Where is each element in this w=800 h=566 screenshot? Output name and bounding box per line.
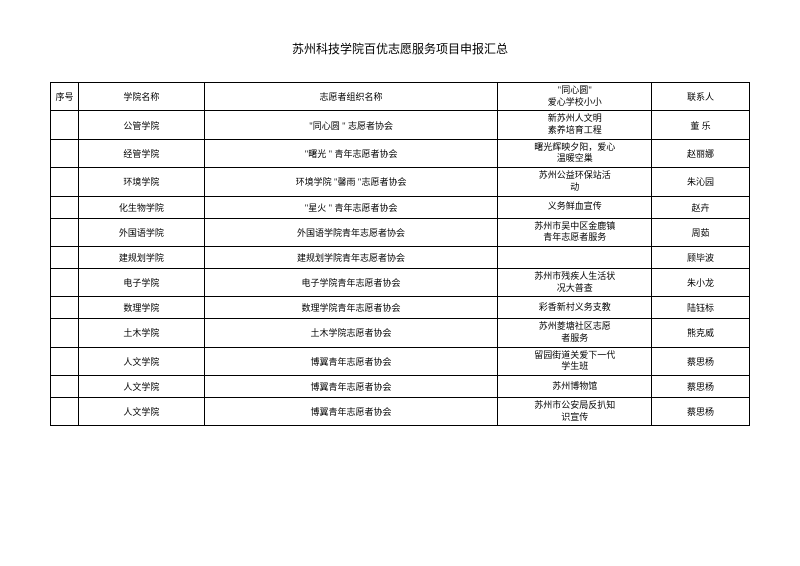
cell-contact: 朱沁园 [652,168,750,196]
cell-org: 博翼青年志愿者协会 [204,398,498,426]
cell-org: 外国语学院青年志愿者协会 [204,218,498,246]
cell-num [51,111,79,139]
cell-contact: 熊克威 [652,319,750,347]
cell-contact: 朱小龙 [652,268,750,296]
cell-contact: 周茹 [652,218,750,246]
cell-proj: 新苏州人文明素养培育工程 [498,111,652,139]
cell-contact: 蔡思杨 [652,347,750,375]
cell-school: 外国语学院 [78,218,204,246]
header-school: 学院名称 [78,83,204,111]
cell-org: "星火 " 青年志愿者协会 [204,196,498,218]
cell-org: "曙光 " 青年志愿者协会 [204,139,498,167]
cell-num [51,139,79,167]
cell-num [51,168,79,196]
report-table: 序号 学院名称 志愿者组织名称 "同心圆"爱心学校小小 联系人 公管学院 "同心… [50,82,750,426]
cell-school: 人文学院 [78,347,204,375]
cell-proj: 苏州菱塘社区志愿者服务 [498,319,652,347]
cell-org: 电子学院青年志愿者协会 [204,268,498,296]
cell-proj: 苏州市吴中区金鹿镇青年志愿者服务 [498,218,652,246]
cell-contact: 赵丽娜 [652,139,750,167]
cell-school: 人文学院 [78,398,204,426]
cell-proj: 曙光辉映夕阳，爱心温暖空巢 [498,139,652,167]
cell-school: 环境学院 [78,168,204,196]
cell-num [51,218,79,246]
cell-proj [498,246,652,268]
cell-num [51,268,79,296]
header-org: 志愿者组织名称 [204,83,498,111]
cell-org: 博翼青年志愿者协会 [204,347,498,375]
cell-proj: 苏州博物馆 [498,376,652,398]
cell-num [51,297,79,319]
cell-school: 人文学院 [78,376,204,398]
cell-contact: 赵卉 [652,196,750,218]
cell-num [51,376,79,398]
header-contact: 联系人 [652,83,750,111]
cell-org: 博翼青年志愿者协会 [204,376,498,398]
header-num: 序号 [51,83,79,111]
cell-contact: 蔡思杨 [652,376,750,398]
cell-school: 建规划学院 [78,246,204,268]
cell-school: 公管学院 [78,111,204,139]
cell-proj: 苏州市残疾人生活状况大普查 [498,268,652,296]
header-proj: "同心圆"爱心学校小小 [498,83,652,111]
cell-contact: 董 乐 [652,111,750,139]
cell-contact: 顾毕波 [652,246,750,268]
cell-num [51,196,79,218]
cell-school: 土木学院 [78,319,204,347]
cell-num [51,347,79,375]
cell-school: 电子学院 [78,268,204,296]
cell-school: 化生物学院 [78,196,204,218]
cell-org: 数理学院青年志愿者协会 [204,297,498,319]
cell-org: 建规划学院青年志愿者协会 [204,246,498,268]
cell-proj: 苏州市公安局反扒知识宣传 [498,398,652,426]
page-title: 苏州科技学院百优志愿服务项目申报汇总 [50,40,750,57]
cell-proj: 苏州公益环保站活动 [498,168,652,196]
cell-org: 环境学院 "馨雨 "志愿者协会 [204,168,498,196]
cell-proj: 留园街道关爱下一代学生班 [498,347,652,375]
cell-num [51,319,79,347]
cell-org: "同心圆 " 志愿者协会 [204,111,498,139]
cell-contact: 陆钰标 [652,297,750,319]
cell-proj: 义务鲜血宣传 [498,196,652,218]
cell-num [51,246,79,268]
cell-org: 土木学院志愿者协会 [204,319,498,347]
cell-school: 经管学院 [78,139,204,167]
cell-num [51,398,79,426]
cell-school: 数理学院 [78,297,204,319]
cell-proj: 彩香新村义务支教 [498,297,652,319]
cell-contact: 蔡思杨 [652,398,750,426]
